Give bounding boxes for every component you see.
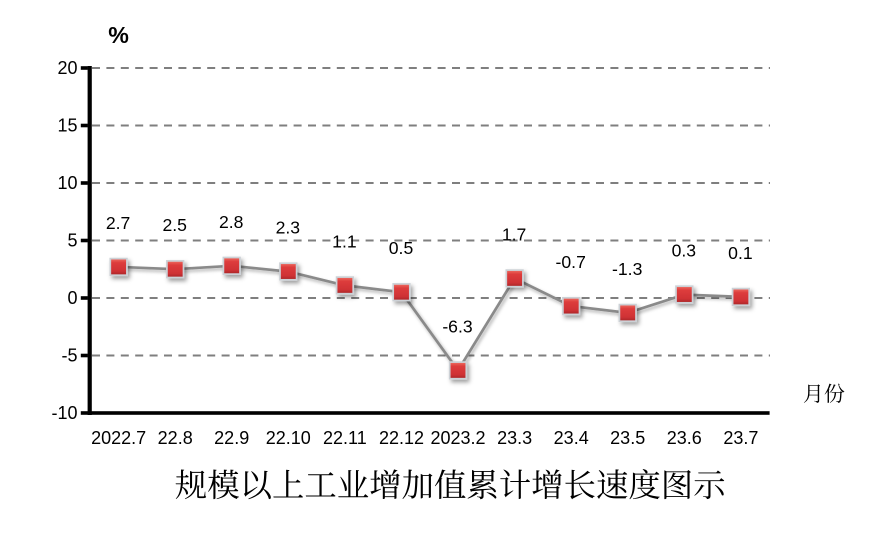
svg-text:-6.3: -6.3 [442,316,473,336]
svg-text:1.1: 1.1 [332,231,356,251]
svg-text:0: 0 [67,288,77,308]
svg-text:0.1: 0.1 [728,243,752,263]
svg-text:22.8: 22.8 [158,428,193,448]
svg-text:20: 20 [57,58,77,78]
svg-text:5: 5 [67,231,77,251]
svg-text:2.7: 2.7 [106,213,130,233]
svg-text:22.12: 22.12 [379,428,424,448]
svg-text:15: 15 [57,116,77,136]
svg-text:0.5: 0.5 [389,238,414,258]
svg-text:2.3: 2.3 [276,218,301,238]
svg-text:10: 10 [57,173,77,193]
svg-text:23.5: 23.5 [610,428,645,448]
svg-text:2.5: 2.5 [162,215,187,235]
svg-text:-10: -10 [51,403,77,423]
svg-text:2.8: 2.8 [219,212,244,232]
svg-text:22.9: 22.9 [214,428,249,448]
svg-text:22.10: 22.10 [266,428,311,448]
svg-text:%: % [108,22,129,48]
svg-text:23.6: 23.6 [667,428,702,448]
svg-text:23.3: 23.3 [497,428,532,448]
svg-text:2023.2: 2023.2 [430,428,485,448]
svg-text:-5: -5 [61,346,77,366]
svg-text:22.11: 22.11 [323,428,367,448]
svg-text:23.7: 23.7 [723,428,758,448]
svg-text:-1.3: -1.3 [612,259,643,279]
svg-text:2022.7: 2022.7 [91,428,146,448]
svg-text:-0.7: -0.7 [556,252,586,272]
svg-text:1.7: 1.7 [502,224,526,244]
svg-text:23.4: 23.4 [554,428,589,448]
svg-text:0.3: 0.3 [672,241,697,261]
